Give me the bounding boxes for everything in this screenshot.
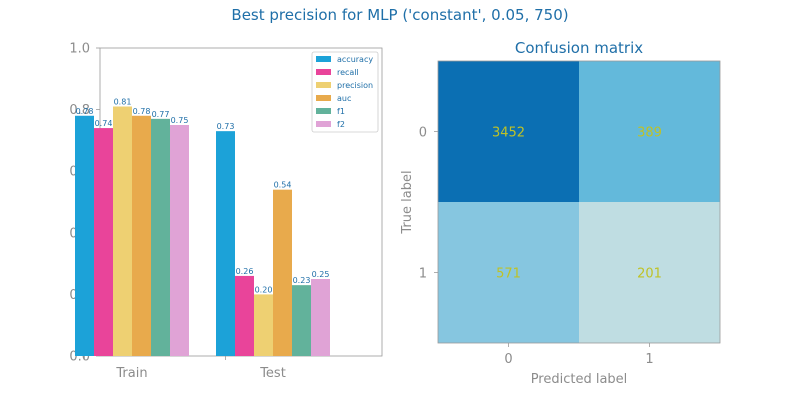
bars bbox=[75, 106, 330, 357]
matrix-axes: 0 1 0 1 bbox=[419, 126, 654, 368]
matrix-cells: 3452 389 571 201 bbox=[438, 61, 720, 343]
y-tick-label: 1 bbox=[419, 267, 427, 282]
bar-f1-test bbox=[292, 285, 311, 356]
bar-value-label: 0.25 bbox=[312, 270, 330, 279]
bar-value-label: 0.26 bbox=[236, 267, 254, 276]
bar-value-label: 0.75 bbox=[171, 116, 189, 125]
bar-f2-test bbox=[311, 279, 330, 356]
bar-f1-train bbox=[151, 118, 170, 356]
bar-value-label: 0.73 bbox=[217, 122, 235, 131]
matrix-cell-value: 201 bbox=[637, 267, 662, 282]
bar-value-label: 0.54 bbox=[274, 181, 292, 190]
bar-recall-test bbox=[235, 275, 254, 356]
matrix-cell-0-0 bbox=[438, 61, 579, 202]
legend: accuracy recall precision auc f1 f2 bbox=[311, 51, 379, 133]
bar-recall-train bbox=[94, 128, 113, 356]
legend-label-recall: recall bbox=[337, 68, 359, 77]
legend-swatch-f2 bbox=[316, 121, 331, 127]
legend-label-f1: f1 bbox=[337, 107, 345, 116]
matrix-cell-0-1 bbox=[579, 61, 720, 202]
bar-value-label: 0.23 bbox=[293, 276, 311, 285]
bar-value-label: 0.20 bbox=[255, 285, 273, 294]
legend-label-auc: auc bbox=[337, 94, 351, 103]
matrix-frame bbox=[437, 60, 721, 344]
y-axis-label: True label bbox=[400, 170, 415, 234]
bar-value-label: 0.74 bbox=[95, 119, 113, 128]
figure-title: Best precision for MLP ('constant', 0.05… bbox=[231, 6, 568, 24]
bar-value-label: 0.78 bbox=[76, 107, 94, 116]
x-axis-label: Predicted label bbox=[531, 372, 628, 387]
matrix-cell-value: 389 bbox=[637, 126, 662, 141]
bar-accuracy-test bbox=[216, 131, 235, 356]
x-tick-label: Test bbox=[259, 366, 286, 381]
x-tick-label: 1 bbox=[645, 352, 653, 367]
legend-label-f2: f2 bbox=[337, 120, 345, 129]
legend-swatch-auc bbox=[316, 95, 331, 101]
y-tick-label: 0 bbox=[419, 126, 427, 141]
legend-swatch-f1 bbox=[316, 108, 331, 114]
x-tick-label: Train bbox=[115, 366, 147, 381]
y-tick-label: 0.8 bbox=[69, 103, 90, 118]
bar-precision-train bbox=[113, 106, 132, 357]
matrix-cell-value: 571 bbox=[496, 267, 521, 282]
y-tick-label: 1.0 bbox=[69, 42, 90, 57]
bar-value-label: 0.78 bbox=[133, 107, 151, 116]
bar-f2-train bbox=[170, 125, 189, 356]
bar-value-label: 0.81 bbox=[114, 98, 132, 107]
confusion-matrix: Confusion matrix 3452 389 571 201 0 1 0 1 Pred… bbox=[400, 39, 721, 387]
legend-label-precision: precision bbox=[337, 81, 373, 90]
matrix-cell-1-1 bbox=[579, 202, 720, 343]
bar-accuracy-train bbox=[75, 115, 94, 356]
bar-auc-train bbox=[132, 115, 151, 356]
legend-swatch-recall bbox=[316, 69, 331, 75]
legend-swatch-accuracy bbox=[316, 56, 331, 62]
bar-value-labels: 0.78 0.73 0.74 0.26 0.81 0.20 0.78 0.54 0.77 0.23… bbox=[76, 98, 330, 295]
bar-auc-test bbox=[273, 189, 292, 356]
bar-precision-test bbox=[254, 294, 273, 356]
x-tick-label: 0 bbox=[504, 352, 512, 367]
matrix-cell-value: 3452 bbox=[492, 126, 525, 141]
bar-value-label: 0.77 bbox=[152, 110, 170, 119]
legend-box bbox=[311, 51, 379, 133]
matrix-cell-1-0 bbox=[438, 202, 579, 343]
legend-label-accuracy: accuracy bbox=[337, 55, 373, 64]
confusion-matrix-title: Confusion matrix bbox=[515, 39, 643, 57]
legend-swatch-precision bbox=[316, 82, 331, 88]
x-axis: Train Test bbox=[84, 356, 286, 381]
